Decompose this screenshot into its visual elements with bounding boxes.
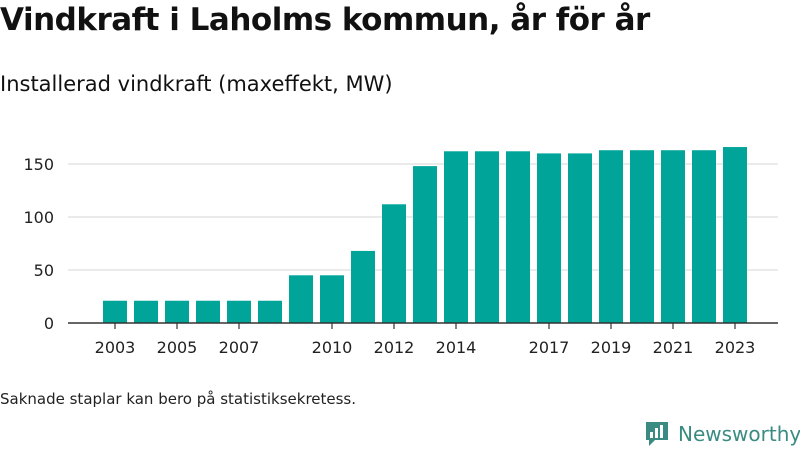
bar <box>382 204 406 323</box>
x-tick-label: 2021 <box>653 338 694 357</box>
y-tick-label: 50 <box>34 261 54 280</box>
bar <box>506 151 530 323</box>
bar <box>227 300 251 323</box>
bar <box>630 150 654 323</box>
bar <box>661 150 685 323</box>
chart-title: Vindkraft i Laholms kommun, år för år <box>0 2 650 38</box>
bar <box>258 300 282 323</box>
axes: 0 50 100 150 2003 2005 2007 2010 2012 2014 2017 201… <box>23 155 778 357</box>
y-tick-label: 150 <box>23 155 54 174</box>
y-tick-label: 100 <box>23 208 54 227</box>
bar <box>134 300 158 323</box>
x-tick-label: 2017 <box>529 338 570 357</box>
bar <box>413 166 437 323</box>
x-tick-label: 2019 <box>591 338 632 357</box>
bar <box>599 150 623 323</box>
brand-logo: Newsworthy <box>644 420 800 448</box>
bar <box>320 275 344 323</box>
bars <box>103 147 747 323</box>
footnote: Saknade staplar kan bero på statistiksek… <box>0 390 357 408</box>
brand-name: Newsworthy <box>678 422 800 446</box>
bar <box>723 147 747 323</box>
bar <box>351 250 375 323</box>
x-tick-label: 2012 <box>374 338 415 357</box>
chart-subtitle: Installerad vindkraft (maxeffekt, MW) <box>0 72 393 96</box>
x-tick-label: 2007 <box>219 338 260 357</box>
bar <box>196 300 220 323</box>
x-tick-label: 2014 <box>436 338 477 357</box>
y-tick-label: 0 <box>44 314 54 333</box>
bar <box>537 153 561 323</box>
bar <box>289 275 313 323</box>
bar <box>568 153 592 323</box>
bar <box>692 150 716 323</box>
bar <box>103 300 127 323</box>
x-tick-label: 2003 <box>95 338 136 357</box>
x-tick-label: 2010 <box>312 338 353 357</box>
newsworthy-logo-icon <box>646 422 668 446</box>
bar <box>444 151 468 323</box>
bar <box>475 151 499 323</box>
bar <box>165 300 189 323</box>
x-tick-label: 2005 <box>157 338 198 357</box>
bar-chart: 0 50 100 150 2003 2005 2007 2010 2012 2014 2017 201… <box>23 147 778 357</box>
x-tick-label: 2023 <box>715 338 756 357</box>
